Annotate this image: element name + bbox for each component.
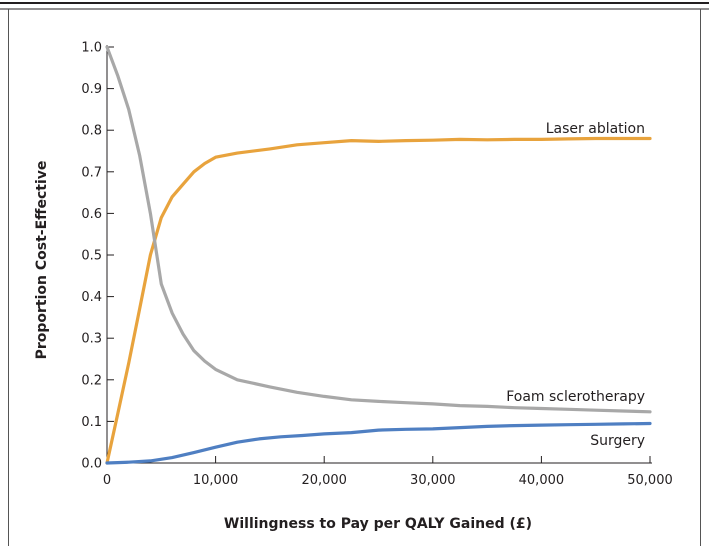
y-tick-label: 0.1: [81, 415, 102, 430]
series-label-foam-sclerotherapy: Foam sclerotherapy: [506, 389, 645, 405]
y-tick-label: 0.5: [81, 249, 102, 264]
y-tick-label: 0.2: [81, 373, 102, 388]
y-tick-label: 1.0: [81, 41, 102, 56]
x-tick-label: 30,000: [410, 473, 456, 488]
labels-layer: Laser ablation Foam sclerotherapy Surgery: [506, 121, 645, 449]
x-tick-label: 10,000: [193, 473, 239, 488]
x-tick-label: 50,000: [627, 473, 673, 488]
series-label-laser-ablation: Laser ablation: [546, 121, 645, 137]
y-tick-label: 0.6: [81, 207, 102, 222]
y-tick-label: 0.9: [81, 82, 102, 97]
x-tick-label: 40,000: [519, 473, 565, 488]
x-axis-title: Willingness to Pay per QALY Gained (£): [224, 516, 532, 532]
y-tick-label: 0.0: [81, 457, 102, 472]
y-tick-label: 0.3: [81, 332, 102, 347]
axes: 0.0 0.1 0.2 0.3 0.4 0.5 0.6 0.7 0.8 0.9 1.0 0 10,000…: [81, 41, 672, 489]
y-axis-title: Proportion Cost-Effective: [34, 161, 50, 360]
series-line-surgery: [105, 421, 652, 465]
series-line-foam-sclerotherapy: [105, 45, 652, 414]
y-tick-label: 0.4: [81, 290, 102, 305]
y-tick-label: 0.8: [81, 124, 102, 139]
y-tick-label: 0.7: [81, 165, 102, 180]
series-line-laser-ablation: [105, 136, 652, 465]
x-tick-label: 0: [103, 473, 111, 488]
series-label-surgery: Surgery: [590, 433, 645, 449]
x-tick-label: 20,000: [301, 473, 347, 488]
series-layer: [105, 45, 652, 465]
